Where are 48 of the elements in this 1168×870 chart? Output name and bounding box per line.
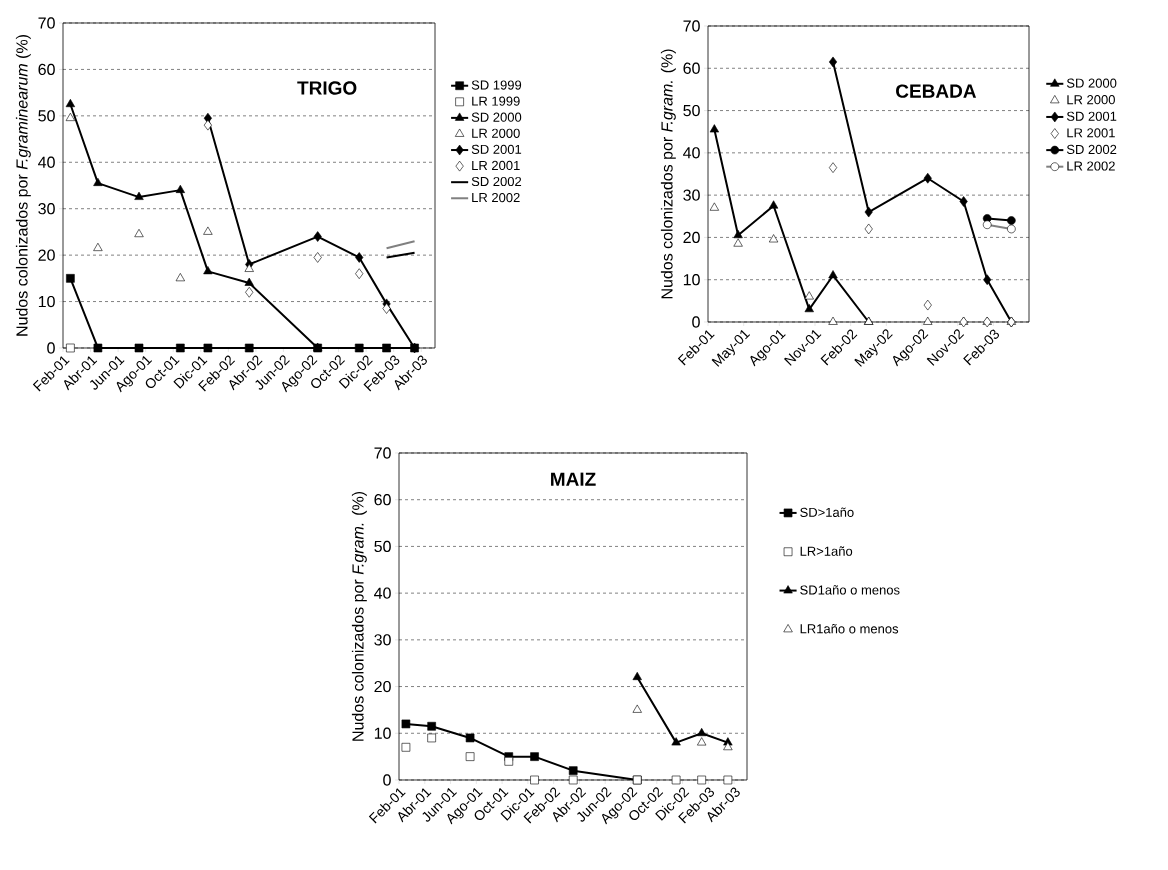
legend-label: LR 2000 [472, 128, 520, 138]
y-tick-label: 40 [38, 156, 55, 168]
legend-label: SD1año o menos [800, 585, 900, 595]
legend-label: SD 1999 [471, 80, 522, 90]
legend-label: SD>1año [800, 507, 854, 517]
y-tick-label: 40 [374, 587, 391, 599]
legend-label: LR 1999 [472, 96, 520, 106]
y-tick-label: 50 [374, 540, 391, 553]
legend-label: LR1año o menos [800, 623, 899, 634]
y-tick-label: 60 [38, 63, 55, 76]
y-tick-label: 50 [683, 104, 700, 117]
legend-label: SD 2002 [1066, 144, 1117, 155]
legend-label: LR 2001 [472, 160, 520, 171]
y-tick-label: 30 [374, 634, 391, 646]
y-tick-label: 20 [683, 231, 700, 244]
legend-label: LR>1año [800, 546, 853, 556]
legend-label: SD 2002 [471, 176, 522, 187]
y-tick-label: 30 [38, 203, 55, 215]
y-tick-label: 50 [38, 110, 55, 122]
legend-label: SD 2001 [1066, 111, 1117, 121]
y-tick-label: 0 [692, 316, 700, 328]
y-axis-title: Nudos colonizados por F.graminearum (%) [15, 35, 31, 336]
y-tick-label: 10 [683, 274, 700, 286]
legend-label: LR 2000 [1067, 95, 1115, 105]
y-axis-title: Nudos colonizados por F.gram. (%) [660, 49, 676, 299]
text: TRIGO [297, 81, 357, 95]
y-tick-label: 20 [374, 680, 391, 693]
y-tick-label: 40 [683, 147, 700, 159]
legend-label: SD 2000 [1066, 78, 1117, 88]
legend-label: SD 2000 [471, 112, 522, 122]
legend-label: LR 2002 [472, 192, 520, 203]
y-tick-label: 20 [38, 249, 55, 261]
y-tick-label: 30 [683, 189, 700, 201]
y-tick-label: 70 [38, 17, 55, 29]
text: CEBADA [896, 84, 977, 98]
legend-label: SD 2001 [471, 144, 522, 154]
y-tick-label: 10 [374, 727, 391, 739]
y-axis-title: Nudos colonizados por F.gram. (%) [351, 491, 367, 741]
y-tick-label: 60 [683, 62, 700, 74]
y-tick-label: 70 [374, 447, 391, 459]
y-tick-label: 70 [683, 20, 700, 32]
y-tick-label: 60 [374, 494, 391, 506]
legend-label: LR 2001 [1067, 128, 1115, 138]
y-tick-label: 0 [47, 342, 55, 354]
y-tick-label: 10 [38, 295, 55, 308]
y-tick-label: 0 [383, 774, 391, 786]
text: MAIZ [551, 472, 596, 486]
legend-label: LR 2002 [1067, 161, 1115, 171]
